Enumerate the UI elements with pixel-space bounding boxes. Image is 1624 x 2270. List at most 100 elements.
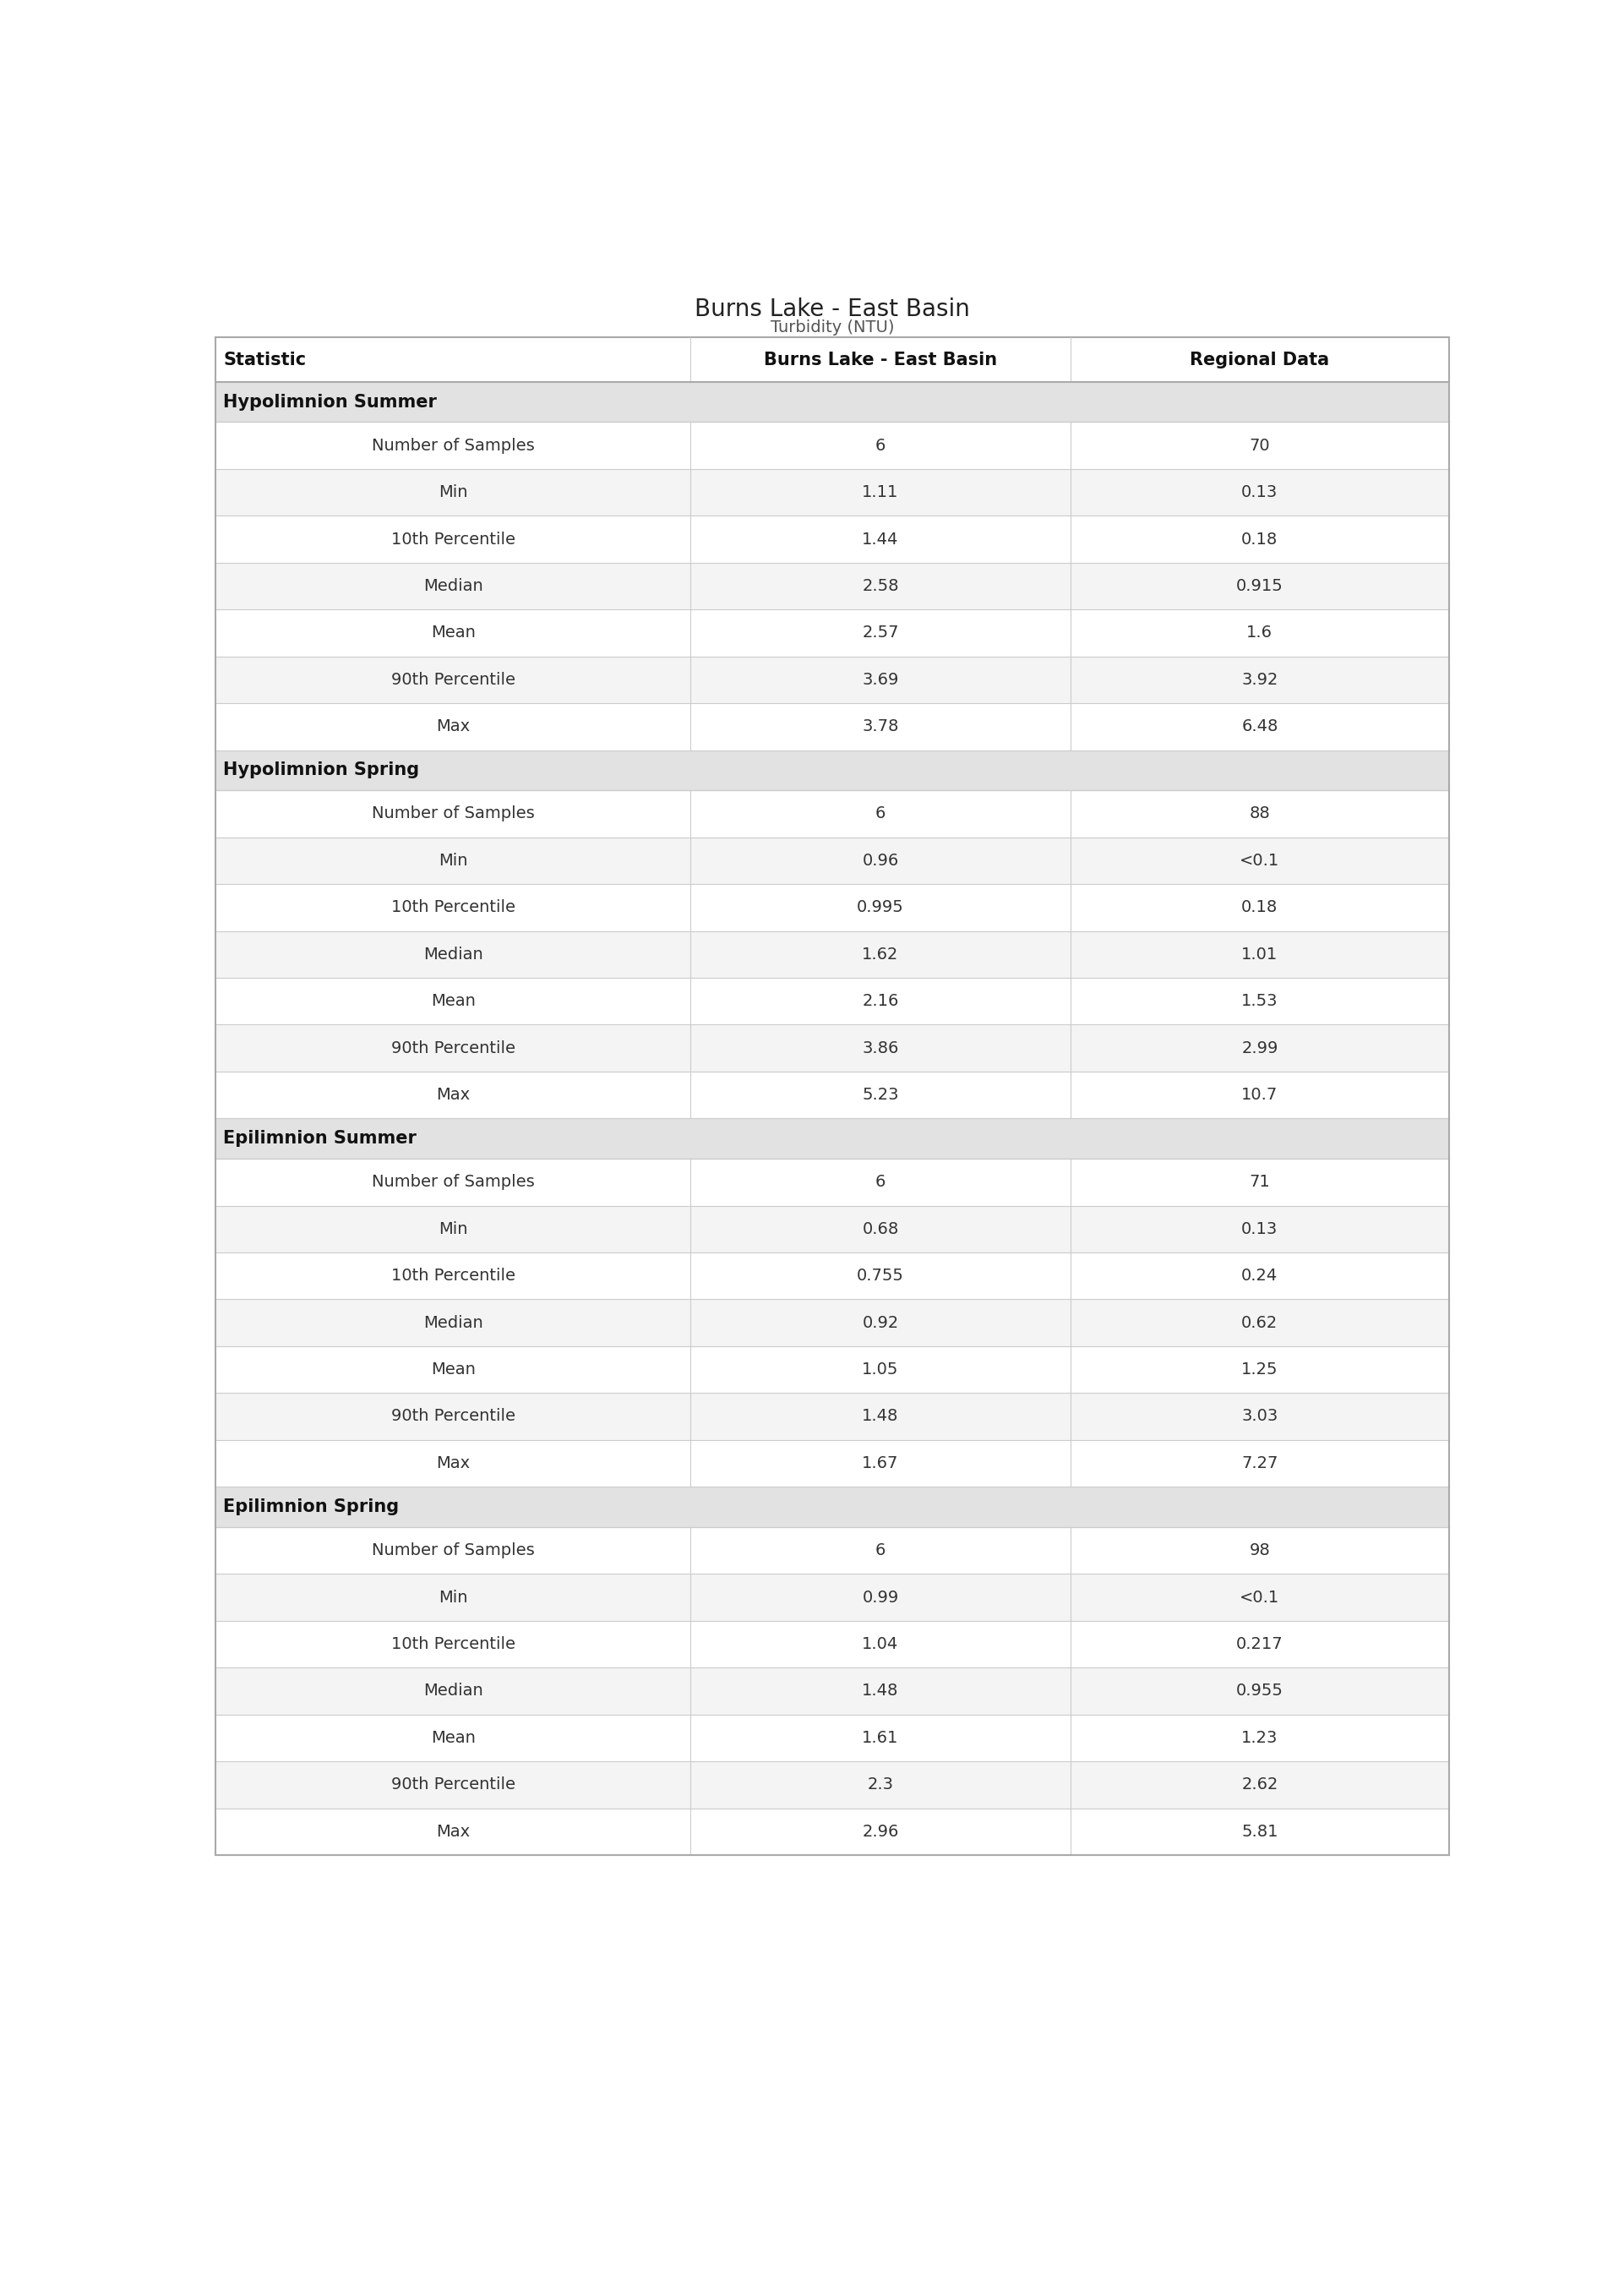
Bar bbox=[216, 1119, 1449, 1158]
Bar bbox=[216, 381, 1449, 422]
Text: 2.96: 2.96 bbox=[862, 1823, 898, 1839]
Text: 0.62: 0.62 bbox=[1241, 1314, 1278, 1330]
Text: 71: 71 bbox=[1249, 1174, 1270, 1189]
Text: Median: Median bbox=[424, 1314, 482, 1330]
Bar bbox=[216, 608, 1449, 656]
Text: 2.57: 2.57 bbox=[862, 624, 898, 640]
Text: 90th Percentile: 90th Percentile bbox=[391, 1777, 515, 1793]
Text: 0.755: 0.755 bbox=[857, 1269, 905, 1285]
Text: 1.05: 1.05 bbox=[862, 1362, 898, 1378]
Text: 6.48: 6.48 bbox=[1241, 720, 1278, 735]
Text: Min: Min bbox=[438, 1221, 468, 1237]
Bar bbox=[216, 1253, 1449, 1298]
Text: 0.18: 0.18 bbox=[1241, 531, 1278, 547]
Text: Hypolimnion Summer: Hypolimnion Summer bbox=[224, 393, 437, 411]
Text: 3.92: 3.92 bbox=[1241, 672, 1278, 688]
Text: <0.1: <0.1 bbox=[1239, 854, 1280, 869]
Bar bbox=[216, 749, 1449, 790]
Text: Burns Lake - East Basin: Burns Lake - East Basin bbox=[763, 352, 997, 368]
Text: 1.53: 1.53 bbox=[1241, 994, 1278, 1010]
Text: 1.01: 1.01 bbox=[1241, 947, 1278, 962]
Text: Max: Max bbox=[437, 1823, 469, 1839]
Text: 1.23: 1.23 bbox=[1241, 1730, 1278, 1746]
Text: 1.48: 1.48 bbox=[862, 1407, 898, 1426]
Text: 0.995: 0.995 bbox=[857, 899, 905, 915]
Text: Number of Samples: Number of Samples bbox=[372, 438, 534, 454]
Bar bbox=[216, 1487, 1449, 1528]
Text: Median: Median bbox=[424, 579, 482, 595]
Bar bbox=[216, 1621, 1449, 1668]
Bar bbox=[216, 1298, 1449, 1346]
Text: 1.25: 1.25 bbox=[1241, 1362, 1278, 1378]
Text: Regional Data: Regional Data bbox=[1190, 352, 1330, 368]
Bar bbox=[216, 790, 1449, 838]
Text: 0.915: 0.915 bbox=[1236, 579, 1283, 595]
Text: Mean: Mean bbox=[430, 624, 476, 640]
Bar bbox=[216, 515, 1449, 563]
Text: 1.11: 1.11 bbox=[862, 484, 898, 499]
Text: 10.7: 10.7 bbox=[1241, 1087, 1278, 1103]
Bar bbox=[216, 1071, 1449, 1119]
Text: 1.61: 1.61 bbox=[862, 1730, 898, 1746]
Text: 0.99: 0.99 bbox=[862, 1589, 898, 1605]
Text: 10th Percentile: 10th Percentile bbox=[391, 899, 515, 915]
Text: 2.3: 2.3 bbox=[867, 1777, 893, 1793]
Text: 88: 88 bbox=[1249, 806, 1270, 822]
Text: 3.69: 3.69 bbox=[862, 672, 898, 688]
Text: 0.24: 0.24 bbox=[1241, 1269, 1278, 1285]
Text: Min: Min bbox=[438, 854, 468, 869]
Bar bbox=[216, 978, 1449, 1024]
Text: 10th Percentile: 10th Percentile bbox=[391, 531, 515, 547]
Text: 2.99: 2.99 bbox=[1241, 1040, 1278, 1056]
Text: 3.86: 3.86 bbox=[862, 1040, 898, 1056]
Bar bbox=[216, 1394, 1449, 1439]
Text: Statistic: Statistic bbox=[224, 352, 307, 368]
Bar bbox=[216, 838, 1449, 883]
Text: Number of Samples: Number of Samples bbox=[372, 806, 534, 822]
Text: Mean: Mean bbox=[430, 1730, 476, 1746]
Text: Number of Samples: Number of Samples bbox=[372, 1541, 534, 1559]
Bar bbox=[216, 1668, 1449, 1714]
Text: 5.81: 5.81 bbox=[1241, 1823, 1278, 1839]
Text: Mean: Mean bbox=[430, 1362, 476, 1378]
Bar bbox=[216, 704, 1449, 749]
Text: 1.62: 1.62 bbox=[862, 947, 898, 962]
Text: 0.13: 0.13 bbox=[1241, 484, 1278, 499]
Text: 6: 6 bbox=[875, 1174, 885, 1189]
Bar bbox=[216, 1158, 1449, 1205]
Text: 2.58: 2.58 bbox=[862, 579, 898, 595]
Text: 90th Percentile: 90th Percentile bbox=[391, 672, 515, 688]
Text: 0.92: 0.92 bbox=[862, 1314, 898, 1330]
Text: 1.6: 1.6 bbox=[1247, 624, 1273, 640]
Text: 98: 98 bbox=[1249, 1541, 1270, 1559]
Bar bbox=[216, 338, 1449, 381]
Text: Max: Max bbox=[437, 1455, 469, 1471]
Bar bbox=[216, 1714, 1449, 1762]
Text: 3.03: 3.03 bbox=[1241, 1407, 1278, 1426]
Text: 2.16: 2.16 bbox=[862, 994, 898, 1010]
Text: 1.48: 1.48 bbox=[862, 1682, 898, 1698]
Text: Epilimnion Summer: Epilimnion Summer bbox=[224, 1130, 417, 1146]
Text: 90th Percentile: 90th Percentile bbox=[391, 1040, 515, 1056]
Text: Min: Min bbox=[438, 1589, 468, 1605]
Text: 70: 70 bbox=[1249, 438, 1270, 454]
Text: 0.68: 0.68 bbox=[862, 1221, 898, 1237]
Text: 1.04: 1.04 bbox=[862, 1637, 898, 1653]
Bar bbox=[216, 1205, 1449, 1253]
Bar bbox=[216, 1439, 1449, 1487]
Text: Number of Samples: Number of Samples bbox=[372, 1174, 534, 1189]
Bar bbox=[216, 883, 1449, 931]
Bar bbox=[216, 470, 1449, 515]
Text: 3.78: 3.78 bbox=[862, 720, 898, 735]
Text: 0.955: 0.955 bbox=[1236, 1682, 1283, 1698]
Text: 0.96: 0.96 bbox=[862, 854, 898, 869]
Bar bbox=[216, 1762, 1449, 1809]
Text: Turbidity (NTU): Turbidity (NTU) bbox=[770, 320, 895, 336]
Text: Median: Median bbox=[424, 947, 482, 962]
Bar bbox=[216, 422, 1449, 470]
Text: 6: 6 bbox=[875, 438, 885, 454]
Bar bbox=[216, 1346, 1449, 1394]
Text: 10th Percentile: 10th Percentile bbox=[391, 1269, 515, 1285]
Text: 1.67: 1.67 bbox=[862, 1455, 898, 1471]
Text: 10th Percentile: 10th Percentile bbox=[391, 1637, 515, 1653]
